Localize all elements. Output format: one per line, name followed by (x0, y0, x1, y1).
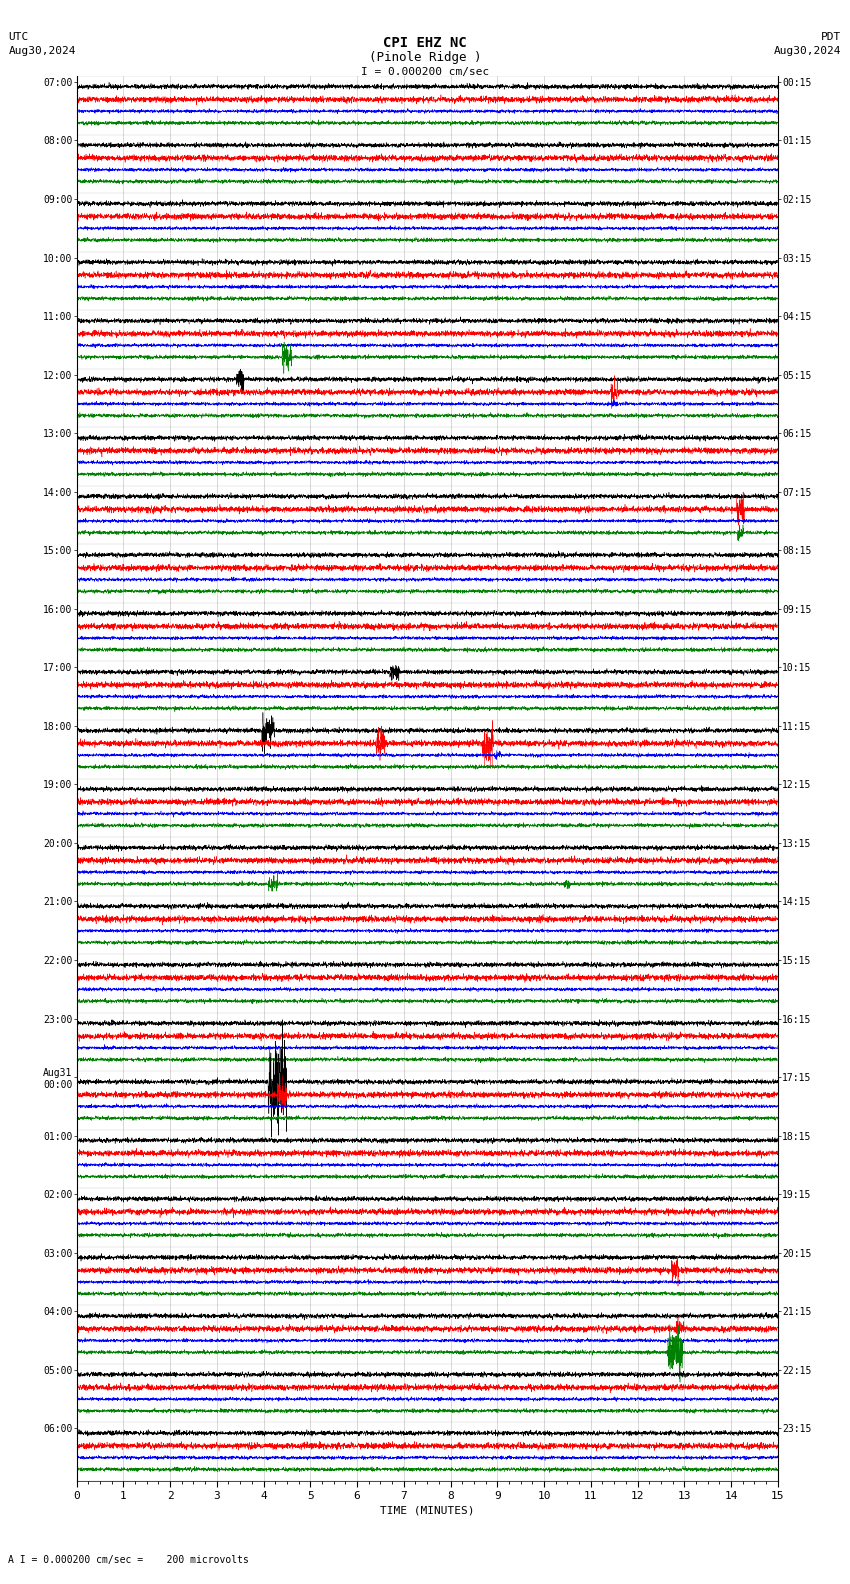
Text: PDT: PDT (821, 32, 842, 41)
Text: (Pinole Ridge ): (Pinole Ridge ) (369, 51, 481, 63)
Text: UTC: UTC (8, 32, 29, 41)
X-axis label: TIME (MINUTES): TIME (MINUTES) (380, 1506, 474, 1516)
Text: A I = 0.000200 cm/sec =    200 microvolts: A I = 0.000200 cm/sec = 200 microvolts (8, 1555, 249, 1565)
Text: Aug30,2024: Aug30,2024 (8, 46, 76, 55)
Text: CPI EHZ NC: CPI EHZ NC (383, 36, 467, 51)
Text: I = 0.000200 cm/sec: I = 0.000200 cm/sec (361, 67, 489, 76)
Text: Aug30,2024: Aug30,2024 (774, 46, 842, 55)
